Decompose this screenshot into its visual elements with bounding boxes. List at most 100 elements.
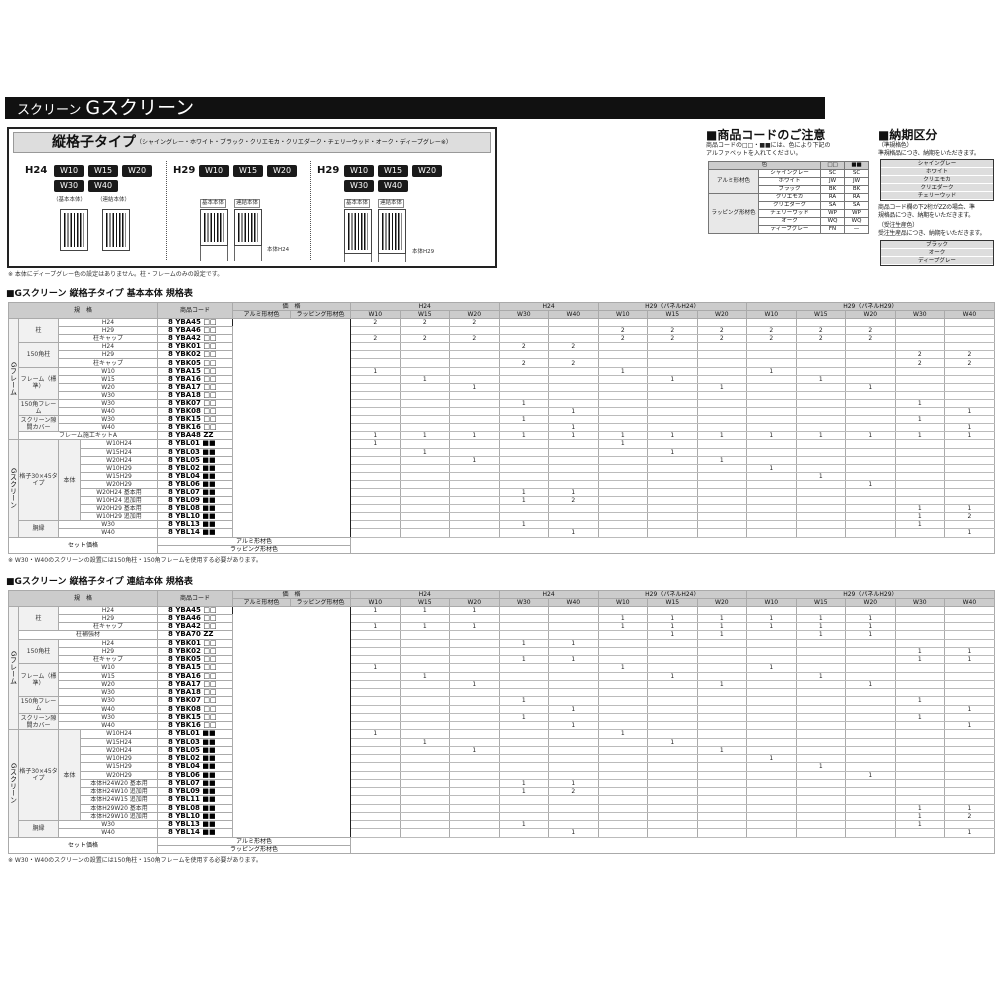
quantity-cell: 2: [449, 334, 500, 344]
quantity-cell: [548, 398, 599, 409]
product-code: 8 YBL10 ■■: [157, 811, 234, 822]
spec-label: W20H29: [79, 770, 159, 780]
quantity-cell: 1: [498, 398, 550, 409]
quantity-cell: [647, 787, 698, 797]
screen-illustration: [200, 209, 228, 246]
color-code: JW: [820, 177, 846, 186]
product-code: 8 YBL01 ■■: [157, 729, 234, 739]
quantity-cell: 2: [696, 334, 748, 344]
quantity-cell: [696, 754, 748, 764]
quantity-cell: [696, 787, 748, 797]
quantity-cell: [350, 762, 401, 772]
spec-label: 柱キャップ: [57, 358, 159, 368]
quantity-cell: [647, 487, 698, 498]
quantity-cell: [399, 795, 451, 805]
quantity-cell: 1: [944, 528, 995, 538]
spec-label: H24: [57, 638, 159, 648]
quantity-cell: [845, 663, 896, 673]
quantity-cell: [350, 630, 401, 640]
quantity-cell: [399, 382, 451, 392]
quantity-cell: 1: [597, 366, 649, 376]
quantity-cell: 2: [350, 317, 401, 328]
quantity-cell: [399, 512, 451, 522]
quantity-cell: 2: [498, 342, 550, 352]
product-code: 8 YBA45 □□: [157, 317, 234, 328]
quantity-cell: [350, 520, 401, 530]
quantity-cell: [597, 374, 649, 384]
quantity-cell: [399, 504, 451, 514]
panel-1-height: H24: [25, 165, 48, 176]
quantity-cell: [449, 350, 500, 360]
quantity-cell: [597, 795, 649, 805]
width-col-header: W20: [845, 597, 896, 607]
quantity-cell: [944, 622, 995, 632]
product-code: 8 YBK08 □□: [157, 407, 234, 417]
table-row: H29 8 YBK02 □□ 1 1: [9, 646, 995, 657]
quantity-cell: [647, 762, 698, 772]
color-code-slot: □□: [203, 622, 217, 631]
product-code-number: 8 YBK01: [168, 639, 201, 647]
width-col-header: W20: [845, 310, 896, 319]
quantity-cell: [894, 721, 946, 731]
semi-color-list: シャイングレー ホワイト クリエモカ クリエダーク チェリーウッド: [880, 159, 994, 201]
quantity-cell: [350, 423, 401, 433]
quantity-cell: [894, 496, 946, 506]
quantity-cell: [449, 520, 500, 530]
product-code-number: 8 YBA16: [168, 375, 201, 383]
quantity-cell: [498, 479, 550, 489]
quantity-cell: [894, 737, 946, 747]
quantity-cell: [696, 811, 748, 822]
quantity-cell: [894, 479, 946, 489]
color-code-slot: ■■: [202, 528, 216, 537]
spec-label: 柱補強材: [17, 630, 159, 640]
quantity-cell: [647, 712, 698, 723]
product-code-number: 8 YBK16: [168, 423, 201, 432]
spec-label: W15H24: [79, 447, 159, 457]
quantity-cell: [944, 770, 995, 780]
quantity-cell: [845, 696, 896, 706]
quantity-cell: [548, 745, 599, 756]
product-code: 8 YBL03 ■■: [157, 737, 234, 747]
quantity-cell: 2: [894, 358, 946, 368]
color-code-table: 色 □□ ■■ アルミ形材色 シャイングレー SC SC ホワイト JW JW ブラック BK BK ラッ…: [707, 161, 870, 234]
product-code: 8 YBL02 ■■: [157, 754, 234, 764]
table-row: スクリーン隙間カバー W30 8 YBK15 □□ 1 1: [9, 712, 995, 731]
delivery-color-item: ブラック: [881, 241, 993, 249]
quantity-cell: 1: [696, 679, 748, 690]
quantity-cell: [498, 828, 550, 838]
quantity-cell: 1: [498, 520, 550, 530]
quantity-cell: [449, 407, 500, 417]
quantity-cell: [647, 479, 698, 489]
quantity-cell: [399, 688, 451, 698]
semi-label: （準規格色）: [878, 142, 913, 149]
quantity-cell: 1: [894, 398, 946, 409]
quantity-cell: 1: [795, 374, 847, 384]
width-col-header: W30: [894, 597, 946, 607]
quantity-cell: [399, 729, 451, 739]
table-row: W10H29 8 YBL02 ■■ 1: [9, 463, 995, 473]
product-code: 8 YBL03 ■■: [157, 447, 234, 457]
quantity-cell: [548, 317, 599, 328]
quantity-cell: [597, 646, 649, 657]
color-code-slot: ■■: [202, 520, 216, 529]
height-group-header: H24: [350, 302, 500, 311]
price-subheader: アルミ形材色: [232, 310, 292, 319]
table-row: 柱補強材 8 YBA70 ZZ 1 1 1 1: [9, 630, 995, 640]
quantity-cell: [548, 504, 599, 514]
width-col-header: W40: [548, 597, 599, 607]
quantity-cell: [647, 721, 698, 731]
quantity-cell: [696, 366, 748, 376]
product-code: 8 YBL14 ■■: [157, 528, 234, 538]
table-row: W30 8 YBA18 □□: [9, 688, 995, 698]
quantity-cell: 2: [597, 334, 649, 344]
color-code-slot: ■■: [202, 439, 216, 448]
table-row: W15H29 8 YBL04 ■■ 1: [9, 471, 995, 481]
quantity-cell: 1: [696, 382, 748, 392]
quantity-cell: 1: [597, 729, 649, 739]
quantity-cell: [696, 770, 748, 780]
category-label: 150角フレーム: [18, 696, 59, 714]
type-colors: （シャイングレー・ホワイト・ブラック・クリエモカ・クリエダーク・チェリーウッド・…: [136, 139, 452, 146]
quantity-cell: 1: [449, 679, 500, 690]
quantity-cell: [449, 630, 500, 640]
set-price-values: [350, 836, 995, 854]
